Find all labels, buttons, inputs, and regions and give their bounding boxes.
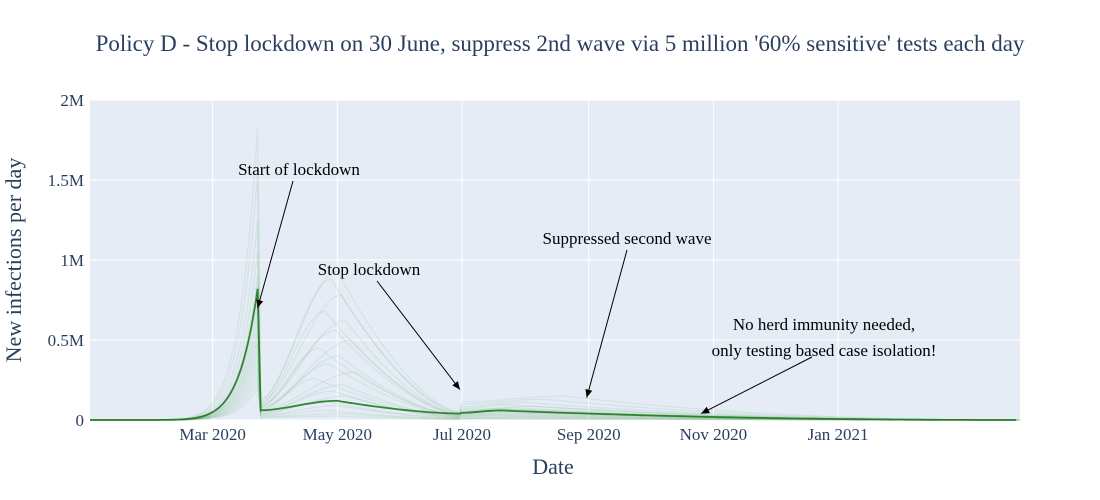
annotation-arrow-line <box>376 280 461 390</box>
annotation-arrow-line <box>257 180 294 309</box>
y-axis-title: New infections per day <box>1 158 26 363</box>
y-tick-label: 2M <box>60 91 84 110</box>
y-axis-ticks: 0 0.5M 1M 1.5M 2M <box>48 91 84 430</box>
x-tick-label: Sep 2020 <box>557 425 621 444</box>
annotation-stop-lockdown: Stop lockdown <box>318 260 461 390</box>
annotation-arrow-line <box>586 249 628 398</box>
annotation-text: only testing based case isolation! <box>712 341 937 360</box>
annotation-suppressed-second-wave: Suppressed second wave <box>542 229 712 398</box>
y-tick-label: 1M <box>60 251 84 270</box>
annotation-arrow-line <box>700 356 813 415</box>
annotation-text: Start of lockdown <box>238 160 360 179</box>
annotation-arrowhead <box>452 381 460 390</box>
x-tick-label: Mar 2020 <box>179 425 246 444</box>
chart-title: Policy D - Stop lockdown on 30 June, sup… <box>96 31 1025 56</box>
annotation-start-of-lockdown: Start of lockdown <box>238 160 360 309</box>
annotation-arrowhead <box>256 299 264 308</box>
x-tick-label: May 2020 <box>303 425 372 444</box>
annotation-text: Stop lockdown <box>318 260 421 279</box>
annotation-text: Suppressed second wave <box>542 229 711 248</box>
y-tick-label: 0.5M <box>48 331 84 350</box>
annotation-arrowhead <box>585 389 593 398</box>
x-tick-label: Jan 2021 <box>808 425 869 444</box>
x-axis-ticks: Mar 2020 May 2020 Jul 2020 Sep 2020 Nov 2020… <box>179 425 868 444</box>
annotation-no-herd-immunity: No herd immunity needed, only testing bas… <box>700 315 937 415</box>
y-tick-label: 0 <box>76 411 85 430</box>
series-lines <box>90 128 1020 421</box>
annotations: Start of lockdown Stop lockdown Suppressed… <box>238 160 937 415</box>
x-axis-title: Date <box>532 454 574 479</box>
x-tick-label: Jul 2020 <box>433 425 491 444</box>
x-tick-label: Nov 2020 <box>680 425 748 444</box>
annotation-arrowhead <box>701 406 710 414</box>
y-tick-label: 1.5M <box>48 171 84 190</box>
series-line-run-mean <box>90 288 1016 421</box>
annotation-text: No herd immunity needed, <box>733 315 915 334</box>
